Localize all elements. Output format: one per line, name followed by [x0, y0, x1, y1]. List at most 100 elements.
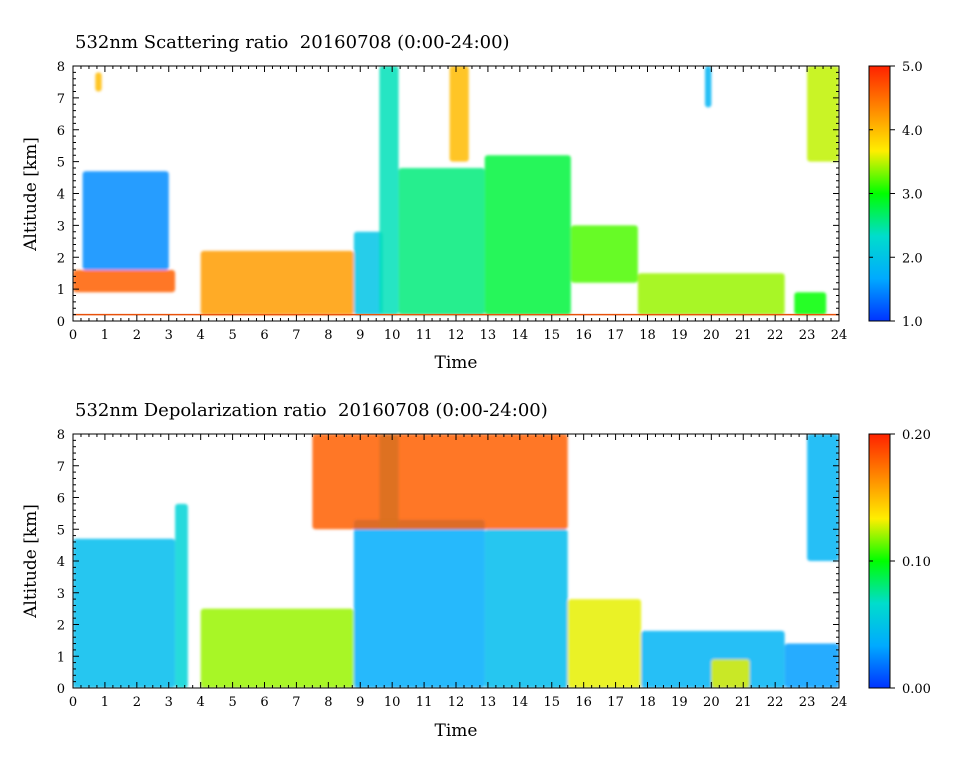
- x-axis-label-scattering: Time: [435, 353, 478, 373]
- x-tick-label: 11: [416, 328, 433, 343]
- colorbar-scattering: 1.0 2.0 3.0 4.0 5.0: [868, 60, 923, 330]
- x-tick-label: 4: [197, 695, 205, 710]
- x-tick-label: 9: [356, 328, 364, 343]
- x-tick-label: 16: [575, 695, 592, 710]
- x-tick-label: 18: [639, 328, 656, 343]
- heatmap-region: [637, 273, 785, 315]
- x-tick-label: 7: [292, 695, 300, 710]
- y-tick-label: 4: [57, 555, 65, 570]
- x-tick-label: 14: [512, 328, 529, 343]
- chart-title-depolarization: 532nm Depolarization ratio 20160708 (0:0…: [75, 400, 548, 421]
- x-tick-label: 23: [799, 695, 816, 710]
- y-tick-label: 7: [57, 92, 65, 107]
- x-tick-label: 9: [356, 695, 364, 710]
- y-tick-label: 8: [57, 60, 65, 75]
- chart-title-scattering: 532nm Scattering ratio 20160708 (0:00-24…: [75, 32, 510, 53]
- colorbar-tick-label: 4.0: [902, 124, 923, 139]
- heatmap-region: [807, 434, 839, 561]
- y-tick-label: 6: [57, 492, 65, 507]
- y-tick-label: 3: [57, 219, 65, 234]
- x-tick-label: 13: [480, 328, 497, 343]
- heatmap-region: [711, 659, 750, 688]
- y-tick-label: 5: [57, 156, 65, 171]
- heatmap-region: [82, 171, 169, 270]
- x-tick-label: 2: [133, 695, 141, 710]
- heatmap-region: [200, 250, 354, 315]
- x-tick-label: 5: [228, 328, 236, 343]
- heatmap-region: [95, 72, 102, 92]
- heatmap-region: [784, 643, 839, 688]
- x-tick-label: 17: [607, 695, 624, 710]
- heatmap-region: [705, 66, 712, 108]
- heatmap-plot-depolarization: [73, 434, 839, 688]
- y-tick-label: 1: [57, 283, 65, 298]
- heatmap-region: [570, 225, 638, 283]
- colorbar-tick-label: 3.0: [902, 188, 923, 203]
- colorbar-tick-label: 0.00: [902, 682, 931, 697]
- heatmap-region: [175, 503, 188, 688]
- y-tick-label: 1: [57, 650, 65, 665]
- heatmap-region: [484, 155, 571, 315]
- heatmap-region: [484, 529, 568, 688]
- x-tick-label: 1: [101, 695, 109, 710]
- x-tick-label: 12: [448, 695, 465, 710]
- y-tick-label: 2: [57, 619, 65, 634]
- x-tick-label: 20: [703, 695, 720, 710]
- colorbar-tick-label: 0.20: [902, 428, 931, 443]
- y-axis-label-depolarization: Altitude [km]: [21, 504, 41, 619]
- x-tick-label: 12: [448, 328, 465, 343]
- colorbar-depolarization: 0.00 0.10 0.20: [868, 428, 931, 697]
- x-tick-label: 19: [671, 328, 688, 343]
- x-tick-label: 21: [735, 328, 752, 343]
- heatmap-region: [379, 66, 399, 315]
- y-tick-label: 3: [57, 587, 65, 602]
- x-tick-label: 6: [260, 328, 268, 343]
- x-tick-label: 8: [324, 695, 332, 710]
- x-tick-label: 17: [607, 328, 624, 343]
- y-tick-label: 4: [57, 188, 65, 203]
- y-tick-label: 7: [57, 460, 65, 475]
- x-tick-label: 15: [543, 695, 560, 710]
- heatmap-region: [567, 599, 642, 688]
- x-tick-label: 10: [384, 695, 401, 710]
- x-tick-label: 8: [324, 328, 332, 343]
- heatmap-region: [353, 231, 383, 315]
- y-axis-label-scattering: Altitude [km]: [21, 137, 41, 252]
- y-tick-label: 0: [57, 682, 65, 697]
- y-tick-label: 6: [57, 124, 65, 139]
- y-tick-label: 5: [57, 523, 65, 538]
- colorbar-tick-label: 1.0: [902, 315, 923, 330]
- x-tick-label: 19: [671, 695, 688, 710]
- x-tick-label: 3: [165, 328, 173, 343]
- heatmap-region: [312, 434, 568, 530]
- heatmap-region: [73, 538, 176, 688]
- y-tick-label: 8: [57, 428, 65, 443]
- x-tick-label: 1: [101, 328, 109, 343]
- x-axis-label-depolarization: Time: [435, 721, 478, 741]
- x-tick-label: 15: [543, 328, 560, 343]
- x-tick-label: 3: [165, 695, 173, 710]
- y-tick-label: 2: [57, 251, 65, 266]
- axes-scattering: 0 1 2 3 4 5 6 7 8 9 10 11 12 13 14 15 16 17 18 19 20 21 22 23 24…: [57, 60, 848, 343]
- heatmap-region: [353, 519, 485, 688]
- x-tick-label: 5: [228, 695, 236, 710]
- heatmap-region: [73, 270, 176, 293]
- axes-depolarization: 0 1 2 3 4 5 6 7 8 9 10 11 12 13 14 15 16 17 18 19 20 21 22 23 24…: [57, 428, 848, 710]
- x-tick-label: 22: [767, 695, 784, 710]
- colorbar-tick-label: 5.0: [902, 60, 923, 75]
- x-tick-label: 11: [416, 695, 433, 710]
- x-tick-label: 6: [260, 695, 268, 710]
- x-tick-label: 16: [575, 328, 592, 343]
- x-tick-label: 10: [384, 328, 401, 343]
- colorbar-tick-label: 2.0: [902, 251, 923, 266]
- heatmap-region: [449, 66, 469, 162]
- heatmap-plot-scattering: [73, 66, 839, 316]
- x-tick-label: 22: [767, 328, 784, 343]
- y-tick-label: 0: [57, 315, 65, 330]
- x-tick-label: 4: [197, 328, 205, 343]
- x-tick-label: 21: [735, 695, 752, 710]
- x-tick-label: 2: [133, 328, 141, 343]
- x-tick-label: 13: [480, 695, 497, 710]
- x-tick-label: 7: [292, 328, 300, 343]
